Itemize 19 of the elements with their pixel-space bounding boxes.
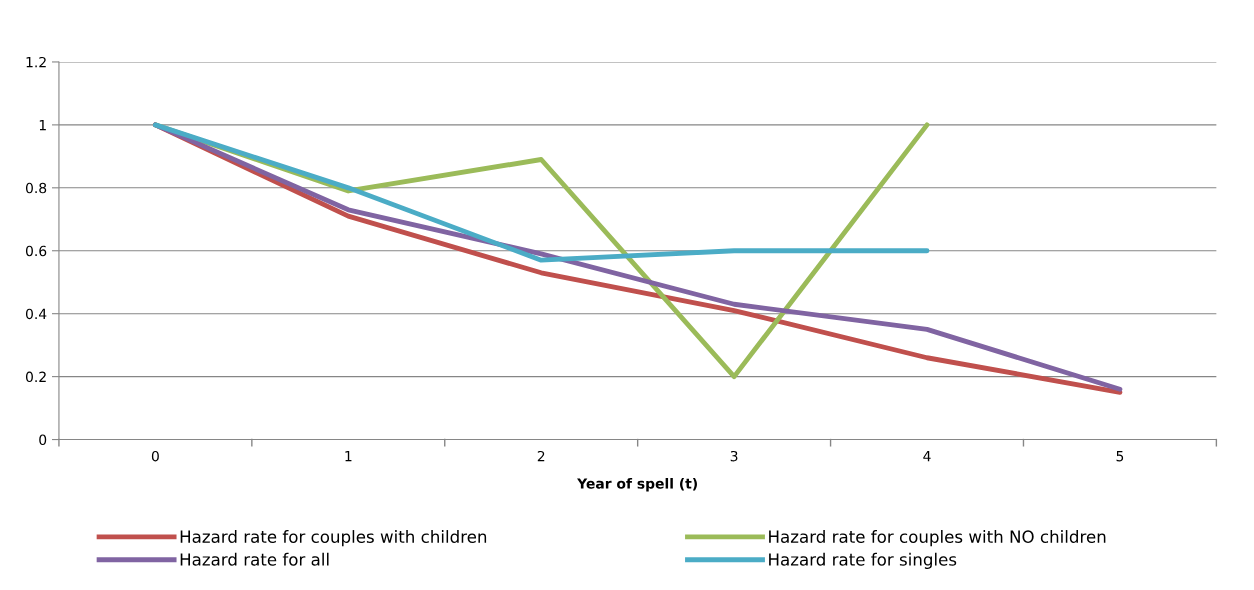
y-tick-label: 0.6 [25,245,47,257]
y-tick-label: 1 [39,120,46,131]
y-tick-label: 0.4 [25,308,47,320]
y-tick-label: 0.8 [25,182,47,194]
x-tick-label: 5 [1116,451,1124,462]
y-tick-label: 1.2 [26,56,46,68]
y-tick-label: 0 [39,434,47,446]
legend-label: Hazard rate for couples with children [180,530,487,547]
x-tick-label: 1 [345,451,352,462]
legend-label: Hazard rate for singles [769,552,957,569]
x-tick-label: 2 [537,450,545,462]
legend-label: Hazard rate for couples with NO children [769,530,1106,547]
line-series [152,122,930,263]
x-tick-label: 0 [151,450,159,462]
y-tick-label: 0.2 [25,371,46,383]
legend-label: Hazard rate for all [180,552,329,566]
x-tick-label: 4 [923,451,931,462]
x-tick-label: 3 [730,450,738,462]
x-axis-title: Year of spell (t) [577,477,697,492]
